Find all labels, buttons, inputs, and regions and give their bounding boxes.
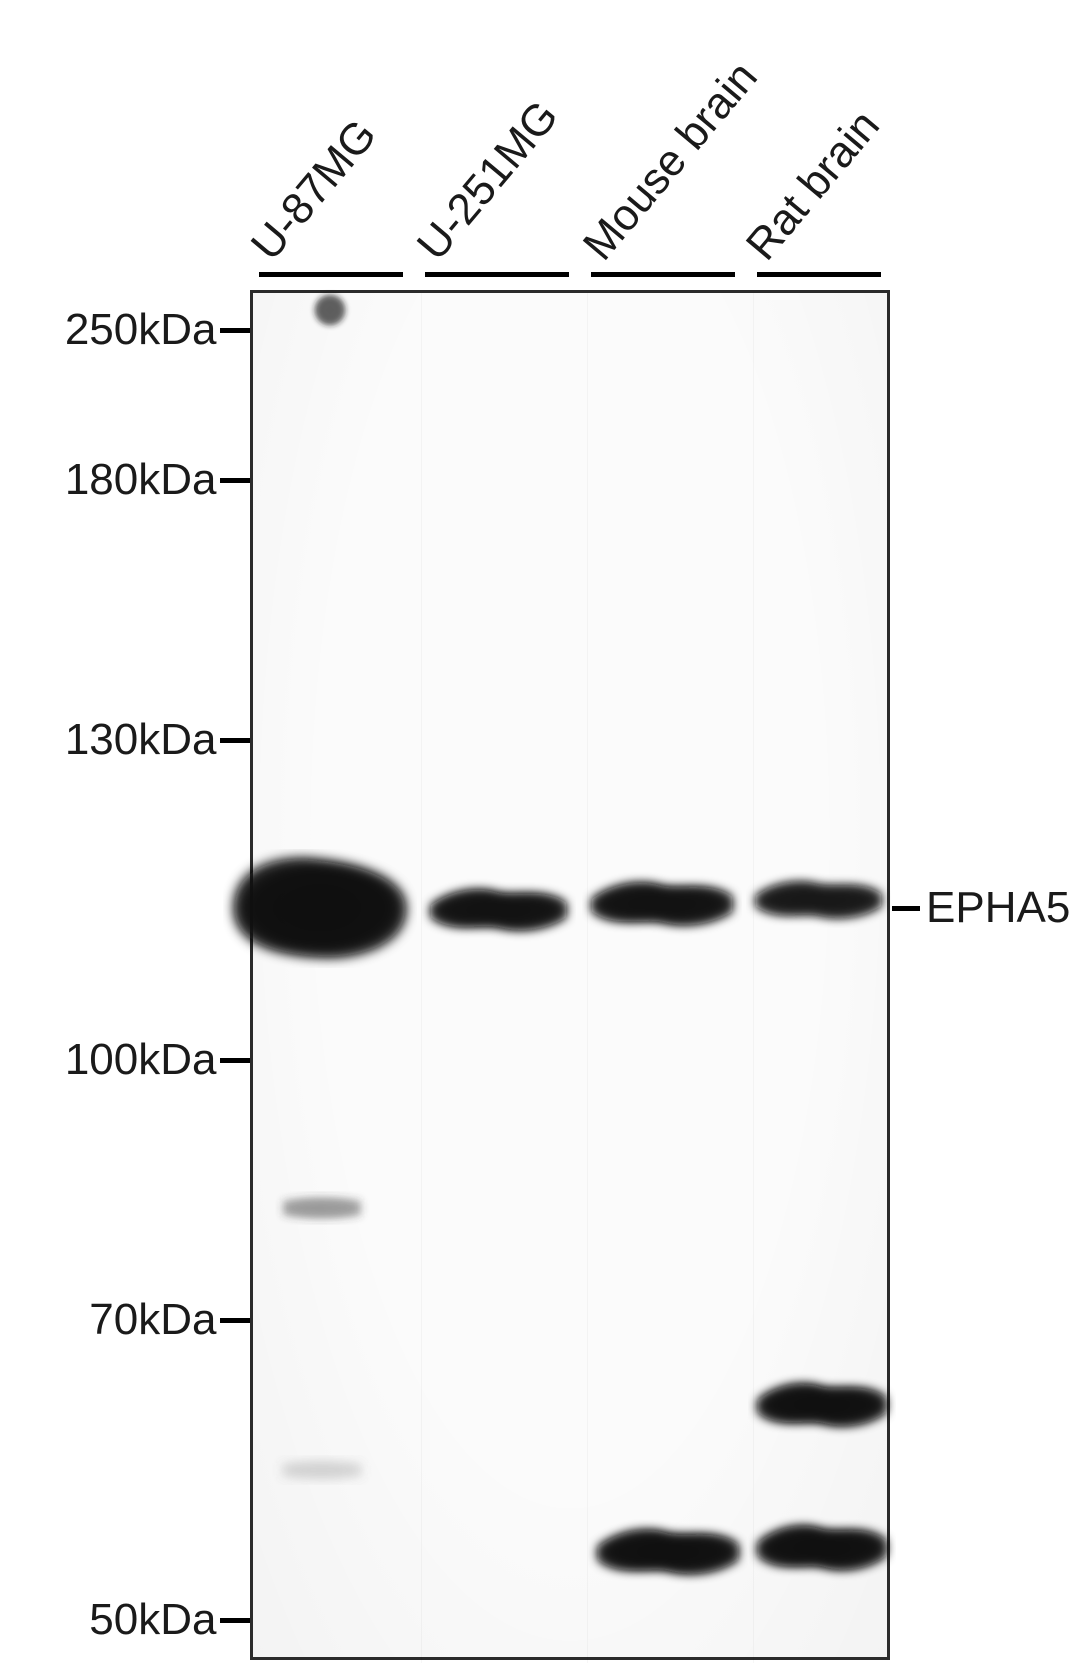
mw-tick-180 <box>220 478 250 483</box>
lane-sep-3 <box>753 293 754 1663</box>
mw-label-50: 50kDa <box>0 1595 220 1645</box>
mw-label-70: 70kDa <box>0 1295 220 1345</box>
mw-marker-50: 50kDa <box>0 1598 250 1642</box>
mw-marker-70: 70kDa <box>0 1298 250 1342</box>
lane-underline-2 <box>425 272 569 277</box>
target-label-row: EPHA5 <box>892 883 1070 933</box>
lane-label-2: U-251MG <box>408 92 569 270</box>
lane-label-4: Rat brain <box>737 101 890 270</box>
lane-sep-1 <box>421 293 422 1663</box>
blot-membrane <box>250 290 890 1660</box>
lane-label-1-text: U-87MG <box>242 111 386 270</box>
mw-marker-100: 100kDa <box>0 1038 250 1082</box>
lane-underline-4 <box>757 272 881 277</box>
mw-marker-250: 250kDa <box>0 308 250 352</box>
mw-tick-70 <box>220 1318 250 1323</box>
lane-label-1: U-87MG <box>242 111 387 270</box>
mw-tick-250 <box>220 328 250 333</box>
target-label: EPHA5 <box>926 883 1070 933</box>
mw-label-100: 100kDa <box>0 1035 220 1085</box>
lane-underline-1 <box>259 272 403 277</box>
lane-label-4-text: Rat brain <box>737 101 889 269</box>
mw-label-250: 250kDa <box>0 305 220 355</box>
mw-label-130: 130kDa <box>0 715 220 765</box>
mw-tick-100 <box>220 1058 250 1063</box>
target-tick <box>892 906 920 911</box>
lane-label-2-text: U-251MG <box>408 92 568 270</box>
mw-label-180: 180kDa <box>0 455 220 505</box>
lane-sep-2 <box>587 293 588 1663</box>
mw-tick-130 <box>220 738 250 743</box>
western-blot-figure: U-87MG U-251MG Mouse brain Rat brain 250… <box>0 0 1080 1680</box>
mw-tick-50 <box>220 1618 250 1623</box>
mw-marker-130: 130kDa <box>0 718 250 762</box>
mw-marker-180: 180kDa <box>0 458 250 502</box>
lane-underline-3 <box>591 272 735 277</box>
